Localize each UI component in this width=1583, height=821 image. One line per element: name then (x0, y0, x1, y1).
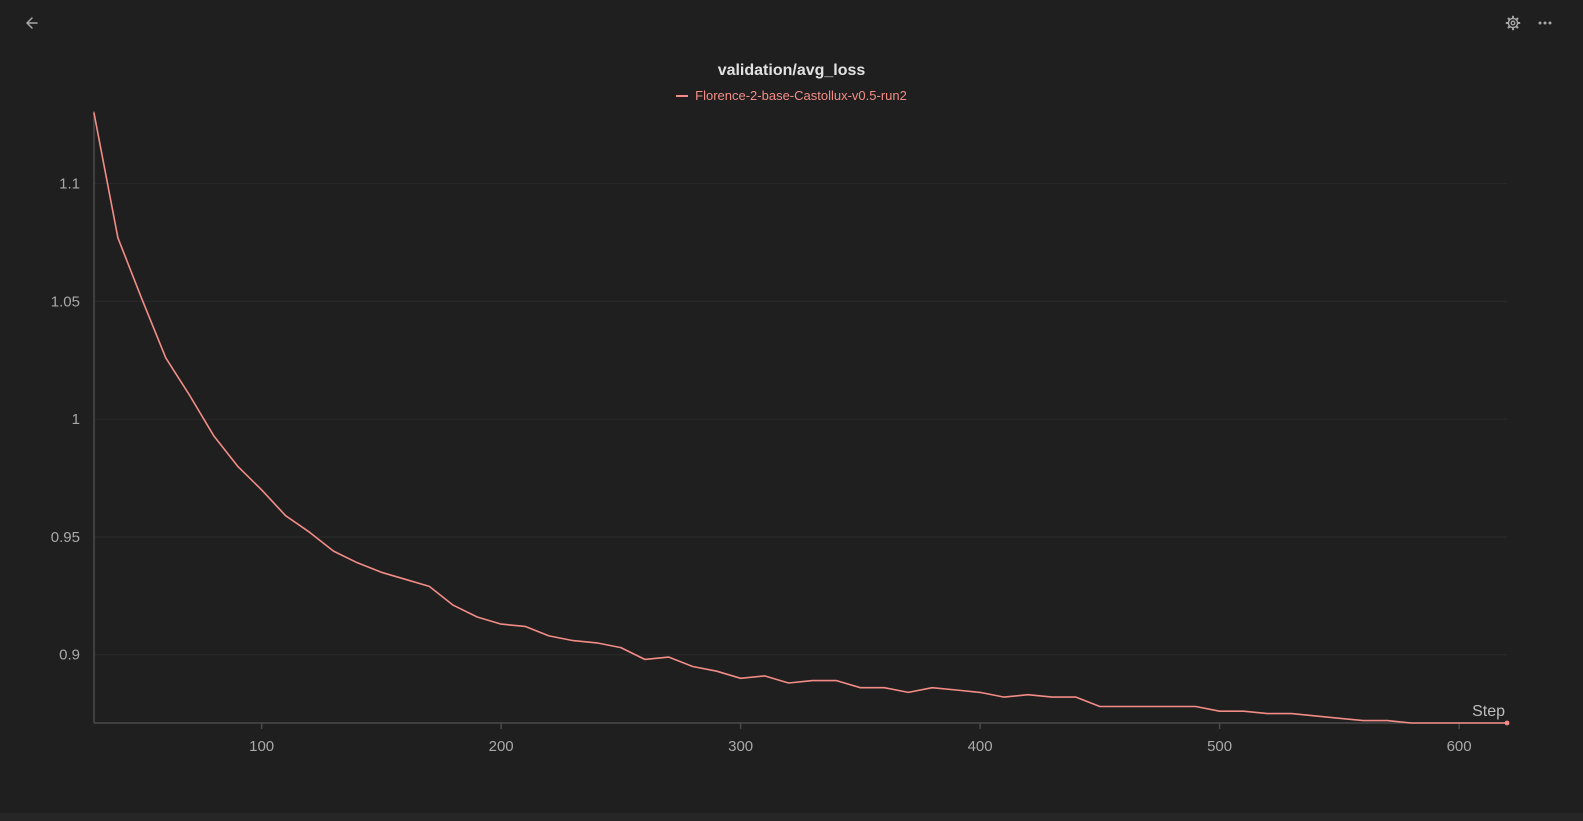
series-line (93, 112, 1508, 724)
x-tick-label: 200 (489, 738, 514, 755)
legend-label: Florence-2-base-Castollux-v0.5-run2 (695, 88, 907, 103)
x-tick-label: 400 (968, 738, 993, 755)
back-button[interactable] (20, 13, 44, 37)
x-tick-label: 500 (1207, 738, 1232, 755)
chart-title: validation/avg_loss (717, 62, 866, 79)
arrow-left-icon (24, 15, 40, 36)
y-tick-label: 1.1 (59, 176, 80, 193)
settings-button[interactable] (1501, 13, 1525, 37)
more-options-button[interactable] (1533, 13, 1557, 37)
series-endpoint (1504, 720, 1510, 726)
legend: Florence-2-base-Castollux-v0.5-run2 (0, 88, 1583, 103)
x-tick-label: 100 (249, 738, 274, 755)
y-tick-label: 1.05 (51, 293, 80, 310)
gear-icon (1505, 15, 1521, 36)
legend-swatch (676, 94, 689, 97)
y-tick-label: 0.95 (51, 529, 80, 546)
x-tick-label: 600 (1447, 738, 1472, 755)
x-axis-label: Step (1472, 703, 1505, 720)
more-horizontal-icon (1537, 15, 1553, 36)
y-tick-label: 1 (72, 411, 80, 428)
legend-item[interactable]: Florence-2-base-Castollux-v0.5-run2 (676, 88, 907, 103)
bottom-strip (0, 813, 1583, 821)
y-tick-label: 0.9 (59, 647, 80, 664)
x-tick-label: 300 (728, 738, 753, 755)
